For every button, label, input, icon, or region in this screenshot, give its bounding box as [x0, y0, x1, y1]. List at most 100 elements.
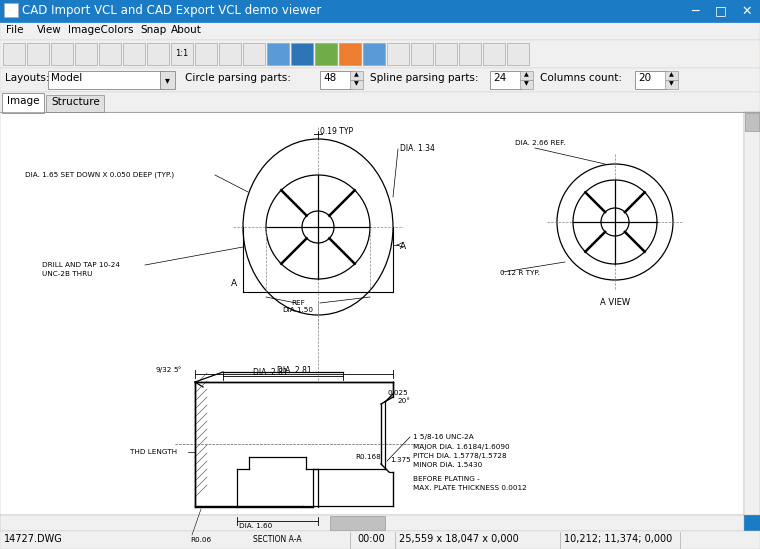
Bar: [387, 43, 409, 65]
Text: MINOR DIA. 1.5430: MINOR DIA. 1.5430: [413, 462, 483, 468]
Text: 5°: 5°: [173, 367, 182, 373]
Text: A: A: [231, 279, 237, 288]
Text: Columns count:: Columns count:: [540, 73, 622, 83]
Text: R0.06: R0.06: [190, 537, 211, 543]
Text: 20: 20: [638, 73, 651, 83]
Text: 0.19 TYP: 0.19 TYP: [320, 127, 353, 136]
Bar: [0, 40, 760, 68]
Text: ▼: ▼: [669, 81, 673, 87]
Bar: [27, 43, 49, 65]
Bar: [744, 112, 760, 515]
Bar: [745, 113, 759, 131]
Text: DIA. 2.81: DIA. 2.81: [253, 368, 287, 377]
Text: ─: ─: [692, 4, 698, 18]
Bar: [315, 43, 337, 65]
Text: CAD Import VCL and CAD Export VCL demo viewer: CAD Import VCL and CAD Export VCL demo v…: [22, 4, 321, 17]
Text: R0.168: R0.168: [355, 454, 381, 460]
Bar: [320, 71, 352, 89]
Bar: [0, 68, 760, 92]
Text: ▾: ▾: [165, 75, 169, 85]
Text: Layouts:: Layouts:: [5, 73, 49, 83]
Text: THD LENGTH: THD LENGTH: [130, 449, 177, 455]
Bar: [0, 112, 744, 515]
Bar: [350, 80, 363, 89]
Text: 20°: 20°: [397, 398, 410, 404]
Text: ▼: ▼: [524, 81, 528, 87]
Bar: [520, 80, 533, 89]
Text: BEFORE PLATING -: BEFORE PLATING -: [413, 476, 480, 482]
Text: DIA. 2.81: DIA. 2.81: [277, 366, 312, 375]
Bar: [147, 43, 169, 65]
Bar: [219, 43, 241, 65]
Text: MAJOR DIA. 1.6184/1.6090: MAJOR DIA. 1.6184/1.6090: [413, 444, 510, 450]
Text: ✕: ✕: [742, 4, 752, 18]
Text: 48: 48: [323, 73, 336, 83]
Bar: [0, 0, 760, 22]
Text: MAX. PLATE THICKNESS 0.0012: MAX. PLATE THICKNESS 0.0012: [413, 485, 527, 491]
Text: 1 5/8-16 UNC-2A: 1 5/8-16 UNC-2A: [413, 434, 473, 440]
Bar: [160, 71, 175, 89]
Bar: [2, 93, 44, 113]
Bar: [635, 71, 667, 89]
Bar: [99, 43, 121, 65]
Text: 25,559 x 18,047 x 0,000: 25,559 x 18,047 x 0,000: [399, 534, 519, 544]
Bar: [0, 515, 744, 531]
Text: A: A: [400, 242, 406, 251]
Bar: [363, 43, 385, 65]
Text: DRILL AND TAP 10-24: DRILL AND TAP 10-24: [42, 262, 120, 268]
Bar: [483, 43, 505, 65]
Bar: [330, 516, 385, 530]
Text: 0.12 R TYP.: 0.12 R TYP.: [500, 270, 540, 276]
Text: ▲: ▲: [669, 72, 673, 77]
Text: 24: 24: [493, 73, 506, 83]
Bar: [339, 43, 361, 65]
Bar: [267, 43, 289, 65]
Text: 0.025: 0.025: [388, 390, 409, 396]
Bar: [291, 43, 313, 65]
Bar: [51, 43, 73, 65]
Bar: [665, 80, 678, 89]
Text: ▲: ▲: [353, 72, 359, 77]
Text: 1:1: 1:1: [176, 49, 188, 59]
Bar: [243, 43, 265, 65]
Text: DIA. 1.34: DIA. 1.34: [400, 144, 435, 153]
Text: 1.375: 1.375: [390, 457, 410, 463]
Text: 9/32: 9/32: [155, 367, 171, 373]
Text: DIA.1.50: DIA.1.50: [283, 307, 313, 313]
Text: DIA. 1.60: DIA. 1.60: [239, 523, 272, 529]
Text: Structure: Structure: [51, 97, 100, 107]
Text: ▼: ▼: [353, 81, 359, 87]
Bar: [411, 43, 433, 65]
Bar: [171, 43, 193, 65]
Text: A VIEW: A VIEW: [600, 298, 630, 307]
Bar: [0, 531, 760, 549]
Bar: [75, 43, 97, 65]
Text: Image: Image: [7, 96, 40, 106]
Text: Circle parsing parts:: Circle parsing parts:: [185, 73, 291, 83]
Text: 10,212; 11,374; 0,000: 10,212; 11,374; 0,000: [564, 534, 673, 544]
Text: □: □: [715, 4, 727, 18]
Text: Snap: Snap: [140, 25, 166, 35]
Bar: [507, 43, 529, 65]
Text: REF: REF: [291, 300, 305, 306]
Bar: [46, 95, 104, 112]
Text: SECTION A-A: SECTION A-A: [252, 535, 301, 544]
Bar: [0, 22, 760, 40]
Bar: [3, 43, 25, 65]
Text: Spline parsing parts:: Spline parsing parts:: [370, 73, 479, 83]
Text: UNC-2B THRU: UNC-2B THRU: [42, 271, 93, 277]
Bar: [48, 71, 163, 89]
Bar: [435, 43, 457, 65]
Text: DIA. 1.65 SET DOWN X 0.050 DEEP (TYP.): DIA. 1.65 SET DOWN X 0.050 DEEP (TYP.): [25, 172, 174, 178]
Bar: [0, 92, 760, 112]
Bar: [520, 71, 533, 80]
Bar: [350, 71, 363, 80]
Text: ImageColors: ImageColors: [68, 25, 134, 35]
Text: PITCH DIA. 1.5778/1.5728: PITCH DIA. 1.5778/1.5728: [413, 453, 507, 459]
Bar: [123, 43, 145, 65]
Text: 00:00: 00:00: [357, 534, 385, 544]
Bar: [4, 3, 18, 17]
Bar: [665, 71, 678, 80]
Text: Model: Model: [51, 73, 82, 83]
Bar: [459, 43, 481, 65]
